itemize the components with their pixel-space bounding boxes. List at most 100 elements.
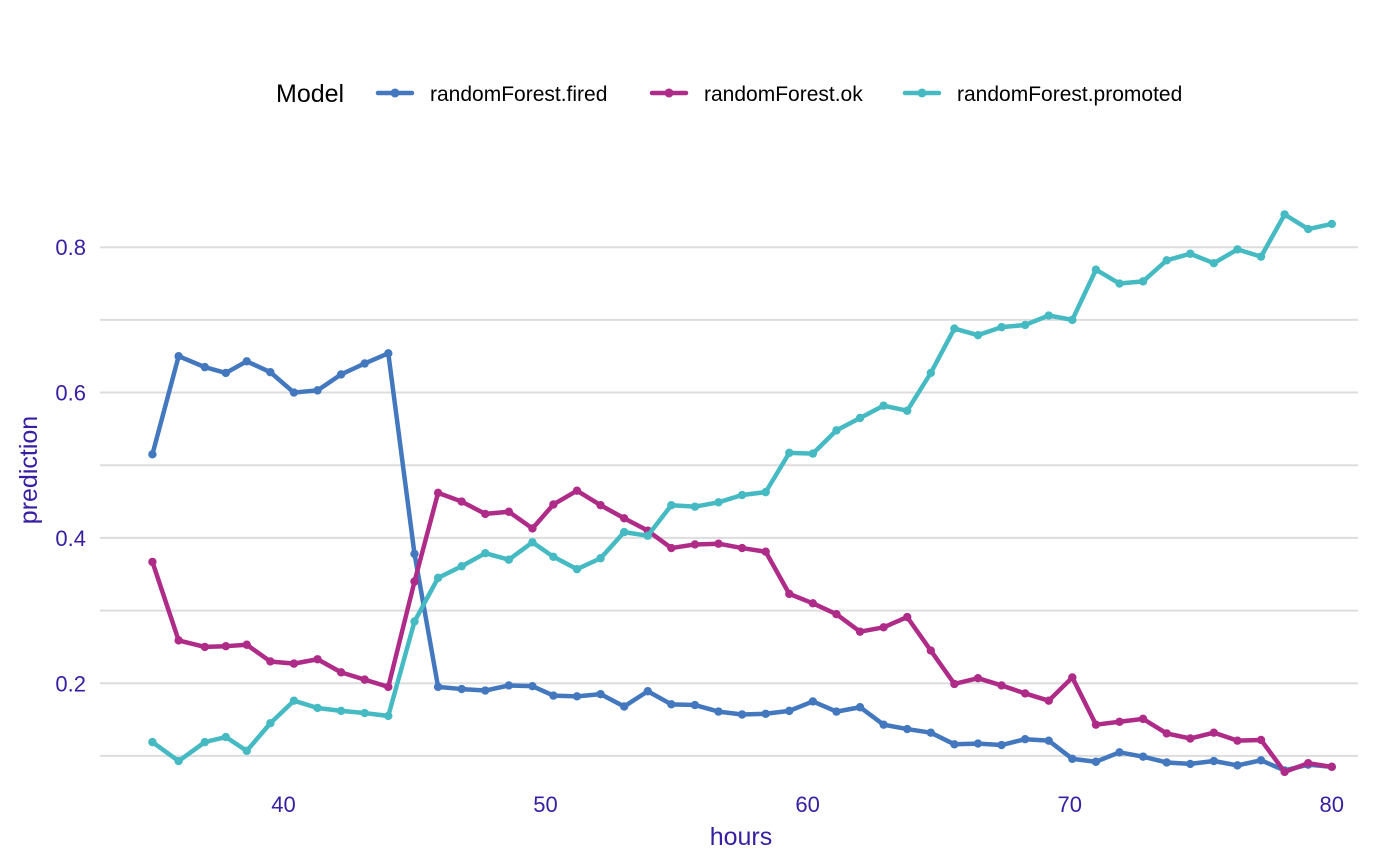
data-point xyxy=(690,502,700,511)
data-point xyxy=(433,682,443,692)
data-point xyxy=(737,710,747,719)
data-point xyxy=(336,706,346,716)
data-point xyxy=(737,490,747,500)
data-point xyxy=(808,449,818,458)
data-point xyxy=(360,675,369,684)
data-point xyxy=(572,564,582,574)
legend-swatch-point xyxy=(664,88,674,98)
data-point xyxy=(808,697,818,706)
data-point xyxy=(433,573,443,583)
data-point xyxy=(1304,224,1313,234)
data-point xyxy=(1256,756,1266,765)
data-point xyxy=(313,386,322,395)
data-point xyxy=(572,486,582,495)
data-point xyxy=(266,657,275,666)
data-point xyxy=(973,739,983,748)
data-point xyxy=(457,562,466,571)
data-point xyxy=(785,589,794,599)
data-point xyxy=(879,720,888,729)
data-point xyxy=(761,487,770,497)
data-point xyxy=(360,708,369,718)
data-point xyxy=(950,324,959,333)
series-line xyxy=(150,488,1335,775)
data-point xyxy=(1044,311,1053,320)
data-point xyxy=(1327,219,1336,229)
data-point xyxy=(1256,735,1266,745)
data-point xyxy=(1209,258,1219,268)
data-point xyxy=(504,681,514,690)
data-point xyxy=(528,538,537,547)
data-point xyxy=(950,679,959,689)
data-point xyxy=(997,322,1006,332)
data-point xyxy=(457,684,466,694)
series-layer xyxy=(148,210,1336,777)
x-tick-label: 70 xyxy=(1057,792,1081,817)
data-point xyxy=(221,368,230,378)
data-point xyxy=(1020,689,1030,698)
data-point xyxy=(879,401,888,410)
data-point xyxy=(549,691,558,700)
data-point xyxy=(242,640,251,649)
x-tick-labels: 40 50 60 70 80 xyxy=(271,792,1344,817)
series-line xyxy=(150,212,1335,764)
legend-item: randomForest.ok xyxy=(649,83,863,106)
data-point xyxy=(313,703,322,713)
data-point xyxy=(1233,761,1242,770)
data-point xyxy=(313,655,322,664)
data-point xyxy=(360,359,369,368)
data-point xyxy=(950,740,959,749)
data-point xyxy=(1233,736,1242,745)
data-point xyxy=(200,362,210,372)
data-point xyxy=(1280,767,1289,777)
data-point xyxy=(266,719,275,728)
data-point xyxy=(1044,736,1053,745)
data-point xyxy=(855,703,865,712)
data-point xyxy=(1138,714,1148,724)
data-point xyxy=(855,413,865,423)
data-point xyxy=(1115,717,1124,726)
data-point xyxy=(221,641,230,651)
data-point xyxy=(643,687,652,696)
data-point xyxy=(433,488,443,498)
data-point xyxy=(174,352,183,361)
data-point xyxy=(200,642,210,652)
data-point xyxy=(596,689,605,699)
data-point xyxy=(973,673,983,683)
data-point xyxy=(643,531,652,540)
x-tick-label: 60 xyxy=(795,792,819,817)
data-point xyxy=(596,554,605,563)
data-point xyxy=(926,728,936,737)
data-point xyxy=(289,388,299,397)
data-point xyxy=(690,540,700,549)
data-point xyxy=(973,330,983,340)
y-tick-labels: 0.2 0.4 0.6 0.8 xyxy=(55,235,86,696)
data-point xyxy=(714,539,723,548)
data-point xyxy=(903,406,912,415)
legend-swatch-point xyxy=(390,88,400,98)
data-point xyxy=(832,610,841,619)
data-point xyxy=(761,547,770,556)
x-tick-label: 80 xyxy=(1320,792,1344,817)
legend-label: randomForest.fired xyxy=(430,83,607,106)
data-point xyxy=(1162,729,1171,738)
data-point xyxy=(1020,320,1030,330)
data-point xyxy=(410,549,419,559)
data-point xyxy=(619,702,629,711)
series-randomForest.ok xyxy=(148,486,1336,777)
y-tick-label: 0.2 xyxy=(55,671,86,696)
data-point xyxy=(667,543,676,553)
data-point xyxy=(481,686,490,695)
data-point xyxy=(384,682,393,692)
data-point xyxy=(1186,249,1195,258)
data-point xyxy=(148,737,157,747)
legend-item: randomForest.fired xyxy=(375,83,607,106)
data-point xyxy=(997,681,1006,690)
data-point xyxy=(384,349,393,358)
data-point xyxy=(174,756,183,766)
data-point xyxy=(1304,758,1313,768)
data-point xyxy=(336,668,346,677)
data-point xyxy=(1068,673,1077,682)
y-tick-label: 0.4 xyxy=(55,526,86,551)
data-point xyxy=(903,724,912,734)
